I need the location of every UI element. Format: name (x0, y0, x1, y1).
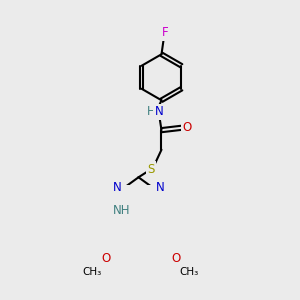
Text: O: O (183, 121, 192, 134)
Text: H: H (147, 105, 155, 118)
Text: O: O (101, 252, 111, 266)
Text: NH: NH (113, 204, 131, 217)
Text: O: O (171, 252, 180, 266)
Text: CH₃: CH₃ (180, 267, 199, 277)
Text: CH₃: CH₃ (82, 267, 102, 277)
Text: S: S (148, 163, 155, 176)
Text: N: N (113, 181, 122, 194)
Text: N: N (156, 181, 164, 194)
Text: F: F (162, 26, 168, 39)
Text: N: N (155, 105, 164, 118)
